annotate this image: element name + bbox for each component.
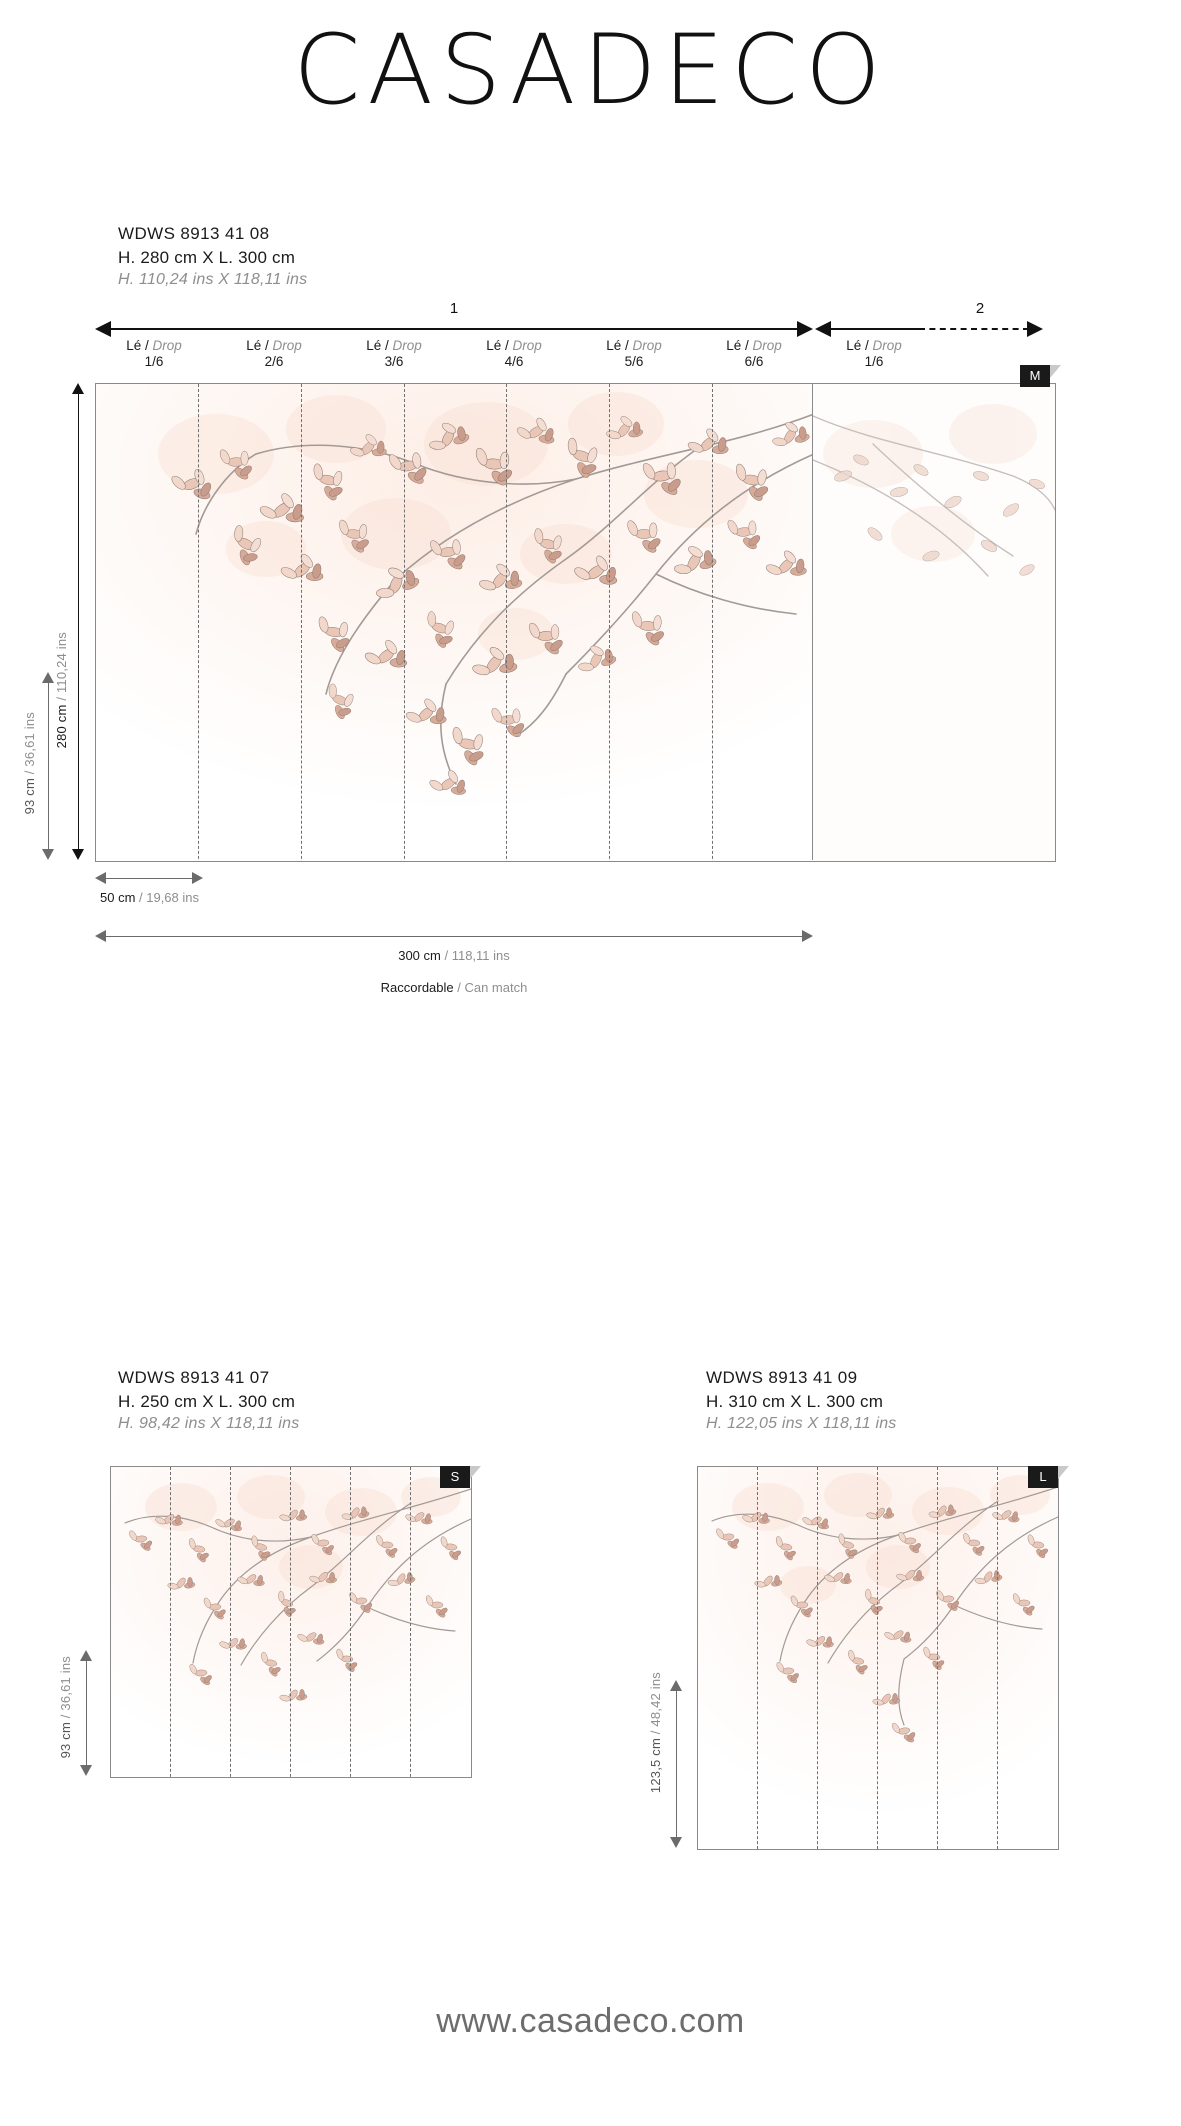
variant-s-artwork	[110, 1466, 472, 1778]
main-product-block: WDWS 8913 41 08 H. 280 cm X L. 300 cm H.…	[22, 224, 1061, 995]
main-size-cm: H. 280 cm X L. 300 cm	[118, 248, 296, 267]
drop-label-2: Lé / Drop 2/6	[219, 338, 329, 369]
drop-6-text: Lé / Drop	[726, 338, 782, 353]
ruler-arrow-right-1	[797, 321, 813, 337]
drop-labels-row: Lé / Drop 1/6 Lé / Drop 2/6 Lé / Drop 3/…	[95, 338, 1055, 378]
variant-s-size-ins: H. 98,42 ins X 118,11 ins	[118, 1415, 300, 1432]
variant-s-header: WDWS 8913 41 07 H. 250 cm X L. 300 cm H.…	[118, 1368, 299, 1433]
drop-2-text: Lé / Drop	[246, 338, 302, 353]
variant-s-reference: WDWS 8913 41 07	[118, 1368, 270, 1387]
height-total-arrow	[72, 383, 85, 860]
drop-label-4: Lé / Drop 4/6	[459, 338, 569, 369]
size-badge-m-tail	[1050, 365, 1061, 378]
ruler-arrow-left-2	[815, 321, 831, 337]
drop-label-1: Lé / Drop 1/6	[99, 338, 209, 369]
seam-dash-2	[301, 384, 302, 861]
seam-dash-1	[198, 384, 199, 861]
size-badge-l-tail	[1058, 1466, 1069, 1479]
variant-s-seam-5	[410, 1467, 411, 1777]
panel-edge-line	[812, 383, 814, 860]
variant-l-seam-2	[817, 1467, 818, 1849]
variant-l-height-label: 123,5 cm / 48,42 ins	[648, 1672, 663, 1794]
variant-s-seam-1	[170, 1467, 171, 1777]
variant-l-seam-3	[877, 1467, 878, 1849]
variant-l-seam-1	[757, 1467, 758, 1849]
total-width-arrow	[95, 930, 813, 943]
variant-l-height-arrow	[670, 1680, 683, 1848]
ruler-line-2-dashed	[919, 328, 1029, 330]
variant-s-seam-3	[290, 1467, 291, 1777]
mural-repeat-svg	[813, 384, 1055, 861]
variant-s-height-label: 93 cm / 36,61 ins	[58, 1656, 73, 1759]
variant-l-artwork	[697, 1466, 1059, 1850]
seam-dash-3	[404, 384, 405, 861]
drop-label-6: Lé / Drop 6/6	[699, 338, 809, 369]
seam-dash-4	[506, 384, 507, 861]
mural-artwork-repeat	[813, 383, 1056, 862]
drop-label-3: Lé / Drop 3/6	[339, 338, 449, 369]
drop-3-text: Lé / Drop	[366, 338, 422, 353]
drop-width-label: 50 cm / 19,68 ins	[100, 890, 200, 905]
seam-dash-6	[712, 384, 713, 861]
drop-1-text: Lé / Drop	[126, 338, 182, 353]
drop-width-arrow	[95, 872, 203, 885]
main-product-header: WDWS 8913 41 08 H. 280 cm X L. 300 cm H.…	[118, 224, 307, 289]
drop-5-fraction: 5/6	[624, 354, 644, 369]
drop-6-fraction: 6/6	[744, 354, 764, 369]
ruler-segment-2-label: 2	[975, 300, 985, 317]
drop-label-7: Lé / Drop 1/6	[819, 338, 929, 369]
size-badge-s: S	[440, 1466, 470, 1488]
height-total-label: 280 cm / 110,24 ins	[54, 632, 69, 749]
ruler-arrow-right-2	[1027, 321, 1043, 337]
variant-s-size-cm: H. 250 cm X L. 300 cm	[118, 1392, 296, 1411]
variant-l-size-cm: H. 310 cm X L. 300 cm	[706, 1392, 884, 1411]
footer-website[interactable]: www.casadeco.com	[436, 2002, 745, 2040]
drop-4-text: Lé / Drop	[486, 338, 542, 353]
brand-title: CASADECO	[293, 14, 888, 126]
ruler-line-2	[829, 328, 919, 330]
size-badge-s-tail	[470, 1466, 481, 1479]
variant-s-seam-4	[350, 1467, 351, 1777]
variant-l-seam-4	[937, 1467, 938, 1849]
variant-s-seam-2	[230, 1467, 231, 1777]
drop-7-fraction: 1/6	[864, 354, 884, 369]
top-ruler: 1 2	[95, 300, 1055, 360]
size-badge-l: L	[1028, 1466, 1058, 1488]
size-badge-m: M	[1020, 365, 1050, 387]
height-partial-label: 93 cm / 36,61 ins	[22, 712, 37, 815]
main-size-ins: H. 110,24 ins X 118,11 ins	[118, 271, 308, 288]
drop-1-fraction: 1/6	[144, 354, 164, 369]
variant-l-size-ins: H. 122,05 ins X 118,11 ins	[706, 1415, 897, 1432]
mural-artwork-main	[95, 383, 815, 862]
drop-4-fraction: 4/6	[504, 354, 524, 369]
ruler-line-1	[109, 328, 799, 330]
variant-l-artwork-svg	[698, 1467, 1058, 1849]
drop-5-text: Lé / Drop	[606, 338, 662, 353]
main-reference: WDWS 8913 41 08	[118, 224, 270, 243]
drop-label-5: Lé / Drop 5/6	[579, 338, 689, 369]
ruler-arrow-left	[95, 321, 111, 337]
variant-s-artwork-svg	[111, 1467, 471, 1777]
variant-s-height-arrow	[80, 1650, 93, 1776]
height-partial-arrow	[42, 672, 55, 860]
variant-l-reference: WDWS 8913 41 09	[706, 1368, 858, 1387]
total-width-label: 300 cm / 118,11 ins	[398, 948, 510, 963]
match-note: Raccordable / Can match	[380, 980, 528, 995]
variant-l-seam-5	[997, 1467, 998, 1849]
drop-7-text: Lé / Drop	[846, 338, 902, 353]
mural-artwork-svg	[96, 384, 814, 861]
drop-3-fraction: 3/6	[384, 354, 404, 369]
variant-l-header: WDWS 8913 41 09 H. 310 cm X L. 300 cm H.…	[706, 1368, 897, 1433]
drop-2-fraction: 2/6	[264, 354, 284, 369]
ruler-segment-1-label: 1	[449, 300, 459, 317]
seam-dash-5	[609, 384, 610, 861]
